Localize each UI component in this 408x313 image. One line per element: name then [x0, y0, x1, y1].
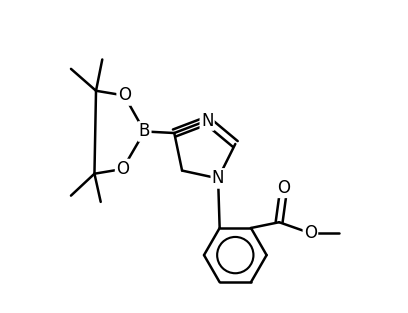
Text: O: O	[277, 179, 290, 197]
Text: O: O	[304, 224, 317, 242]
Text: O: O	[118, 86, 131, 105]
Text: N: N	[201, 111, 213, 130]
Text: N: N	[212, 169, 224, 187]
Text: O: O	[116, 160, 129, 178]
Text: B: B	[139, 122, 150, 141]
